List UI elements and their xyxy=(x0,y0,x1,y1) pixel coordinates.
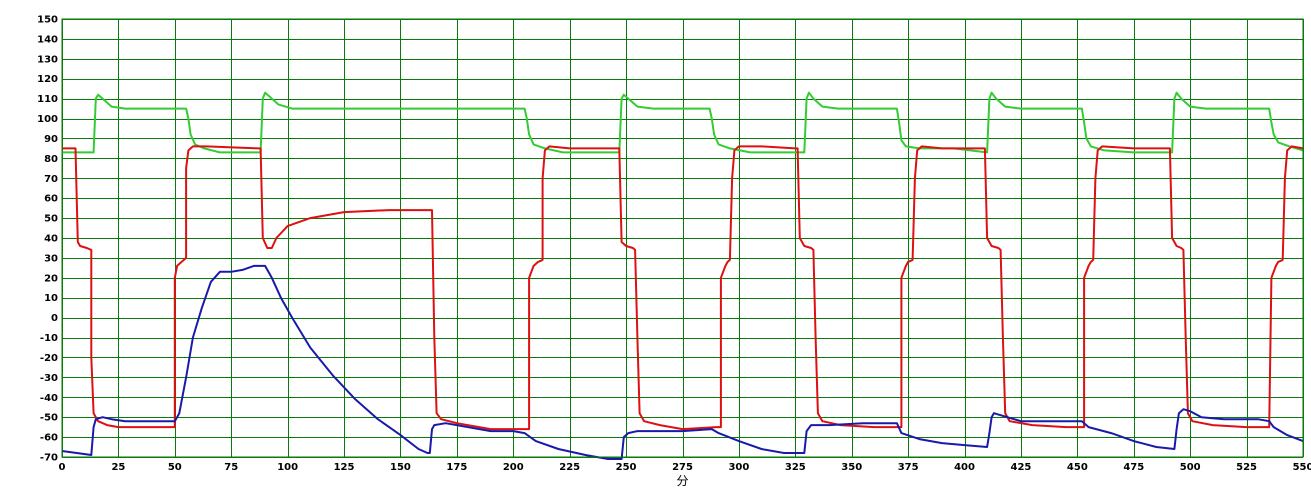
grid-lines xyxy=(62,19,1304,458)
series-line-2 xyxy=(62,145,1304,431)
y-tick-label: 130 xyxy=(37,54,58,65)
x-tick-labels: 0 25 50 75 100 125 150 175 200 225 250 275 300 325 350… xyxy=(59,462,1311,473)
x-tick-label: 0 xyxy=(59,462,66,473)
y-tick-label: 0 xyxy=(51,313,58,324)
y-tick-label: 150 xyxy=(37,15,58,26)
y-tick-label: 80 xyxy=(44,154,58,165)
series-layer xyxy=(61,91,1304,460)
x-tick-label: 350 xyxy=(841,462,862,473)
x-tick-label: 500 xyxy=(1180,462,1201,473)
x-tick-label: 25 xyxy=(111,462,125,473)
y-tick-label: -20 xyxy=(40,353,58,364)
y-tick-label: 120 xyxy=(37,74,58,85)
series-line-1 xyxy=(62,91,1304,154)
y-tick-label: 140 xyxy=(37,34,58,45)
y-tick-label: -10 xyxy=(40,333,58,344)
x-tick-label: 375 xyxy=(898,462,919,473)
y-tick-label: -30 xyxy=(40,373,58,384)
x-tick-label: 225 xyxy=(559,462,580,473)
x-tick-label: 250 xyxy=(616,462,637,473)
x-tick-label: 550 xyxy=(1293,462,1311,473)
x-tick-label: 50 xyxy=(168,462,182,473)
x-tick-label: 150 xyxy=(390,462,411,473)
x-tick-label: 400 xyxy=(954,462,975,473)
x-tick-label: 125 xyxy=(334,462,355,473)
x-tick-label: 200 xyxy=(503,462,524,473)
y-tick-label: 110 xyxy=(37,94,58,105)
x-tick-label: 450 xyxy=(1067,462,1088,473)
y-tick-label: -40 xyxy=(40,393,58,404)
y-tick-label: 20 xyxy=(44,273,58,284)
x-tick-label: 275 xyxy=(672,462,693,473)
x-tick-label: 425 xyxy=(1011,462,1032,473)
y-tick-label: -60 xyxy=(40,433,58,444)
y-tick-label: 40 xyxy=(44,234,58,245)
x-tick-label: 475 xyxy=(1123,462,1144,473)
y-tick-label: 50 xyxy=(44,214,58,225)
y-tick-label: 30 xyxy=(44,253,58,264)
y-tick-label: 10 xyxy=(44,293,58,304)
x-tick-label: 525 xyxy=(1236,462,1257,473)
x-axis-label: 分 xyxy=(676,474,688,488)
x-tick-label: 100 xyxy=(277,462,298,473)
x-tick-label: 300 xyxy=(728,462,749,473)
y-tick-label: 100 xyxy=(37,114,58,125)
x-tick-label: 325 xyxy=(785,462,806,473)
x-tick-label: 175 xyxy=(446,462,467,473)
series-line-3 xyxy=(61,264,1304,460)
y-tick-label: 60 xyxy=(44,194,58,205)
y-tick-label: -70 xyxy=(40,453,58,464)
y-tick-labels: 1501401301201101009080706050403020100-10… xyxy=(37,15,58,464)
x-tick-label: 75 xyxy=(224,462,238,473)
y-tick-label: 70 xyxy=(44,174,58,185)
y-tick-label: 90 xyxy=(44,134,58,145)
plot-frame xyxy=(61,18,1304,458)
y-tick-label: -50 xyxy=(40,413,58,424)
